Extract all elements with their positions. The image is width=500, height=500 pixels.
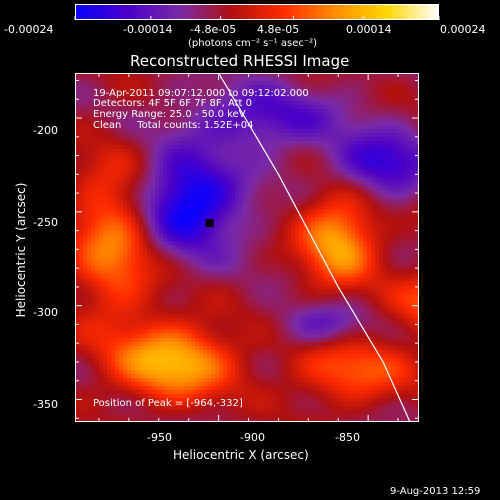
colorbar-ticks <box>74 16 440 20</box>
annotation-time-range: 19-Apr-2011 09:07:12.000 to 09:12:02.000 <box>93 88 309 99</box>
y-tick-label-2: -300 <box>33 306 58 319</box>
solar-limb-line <box>218 72 411 423</box>
colorbar-tick-label-3: 4.8e-05 <box>257 23 300 36</box>
colorbar <box>75 4 439 20</box>
footer-date: 9-Aug-2013 12:59 <box>390 486 481 497</box>
colorbar-tick-label-4: 0.00014 <box>346 23 392 36</box>
peak-position-label: Position of Peak = [-964,-332] <box>93 398 243 409</box>
source-marker <box>205 219 214 228</box>
y-tick-label-3: -350 <box>33 398 58 411</box>
annotation-detectors: Detectors: 4F 5F 6F 7F 8F, Att 0 <box>93 98 253 109</box>
colorbar-tick-label-0: -0.00024 <box>4 23 54 36</box>
annotation-energy-range: Energy Range: 25.0 - 50.0 keV <box>93 109 246 120</box>
plot-frame <box>75 73 419 422</box>
colorbar-units-label: (photons cm⁻² s⁻¹ asec⁻²) <box>188 38 318 49</box>
chart-title: Reconstructed RHESSI Image <box>130 52 350 70</box>
x-tick-label-1: -900 <box>240 431 265 444</box>
colorbar-tick-label-5: 0.00024 <box>440 23 486 36</box>
heatmap-image <box>75 73 419 422</box>
y-tick-label-0: -200 <box>33 124 58 137</box>
y-axis-label: Heliocentric Y (arcsec) <box>14 182 28 318</box>
x-axis-label: Heliocentric X (arcsec) <box>173 448 309 462</box>
annotation-clean-counts: Clean Total counts: 1.52E+04 <box>93 120 254 131</box>
colorbar-tick-label-2: -4.8e-05 <box>190 23 237 36</box>
x-tick-label-0: -950 <box>147 431 172 444</box>
colorbar-tick-label-1: -0.00014 <box>123 23 173 36</box>
x-tick-label-2: -850 <box>335 431 360 444</box>
colorbar-gradient <box>76 5 438 19</box>
y-tick-label-1: -250 <box>33 216 58 229</box>
